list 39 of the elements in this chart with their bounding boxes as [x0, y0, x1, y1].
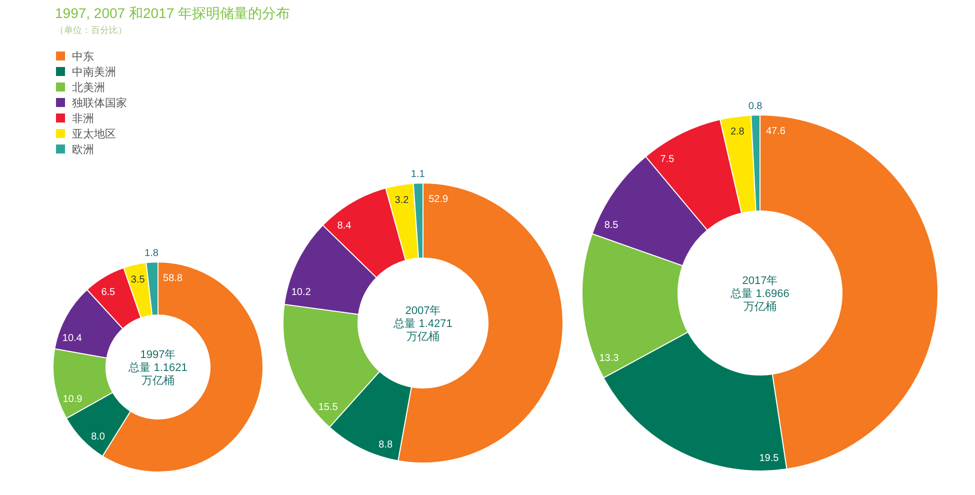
legend-label: 独联体国家: [72, 96, 127, 110]
data-label: 8.5: [604, 220, 619, 231]
text: 1997年: [140, 349, 176, 361]
text: 2007年: [405, 305, 441, 317]
data-label: 1.1: [410, 169, 426, 180]
text: 万亿桶: [744, 301, 776, 313]
data-label: 52.9: [428, 194, 449, 205]
data-label: 8.4: [337, 220, 352, 232]
data-label: 3.2: [394, 194, 410, 206]
text: 总量 1.4271: [392, 317, 452, 330]
data-label: 47.6: [766, 126, 786, 137]
legend-label: 非洲: [72, 112, 94, 125]
data-label: 3.5: [130, 274, 146, 286]
legend-label: 北美洲: [72, 81, 105, 94]
data-label: 0.8: [748, 101, 763, 112]
text: 总量 1.1621: [128, 361, 188, 374]
data-label: 58.8: [163, 273, 183, 284]
data-label: 10.4: [62, 332, 82, 344]
legend-label: 中南美洲: [72, 66, 116, 78]
text: 2017年: [742, 275, 778, 287]
data-label: 10.2: [291, 287, 312, 298]
data-label: 13.3: [599, 352, 620, 364]
data-label: 1.8: [144, 248, 159, 260]
chart-subtitle: （单位：百分比）: [55, 25, 127, 35]
chart-title: 1997, 2007 和2017 年探明储量的分布: [55, 5, 290, 21]
data-label: 7.5: [660, 154, 675, 165]
data-label: 2.8: [730, 126, 745, 138]
data-label: 8.0: [91, 431, 106, 442]
text: 万亿桶: [406, 331, 440, 343]
legend-label: 中东: [72, 50, 94, 63]
text: 总量 1.6966: [730, 287, 790, 300]
text: 万亿桶: [142, 375, 174, 387]
data-label: 15.5: [318, 402, 338, 413]
data-label: 10.9: [62, 394, 83, 406]
data-label: 6.5: [101, 286, 116, 298]
data-label: 8.8: [378, 439, 394, 450]
legend-label: 欧洲: [72, 143, 94, 156]
legend-label: 亚太地区: [72, 128, 116, 140]
data-label: 19.5: [759, 452, 780, 464]
